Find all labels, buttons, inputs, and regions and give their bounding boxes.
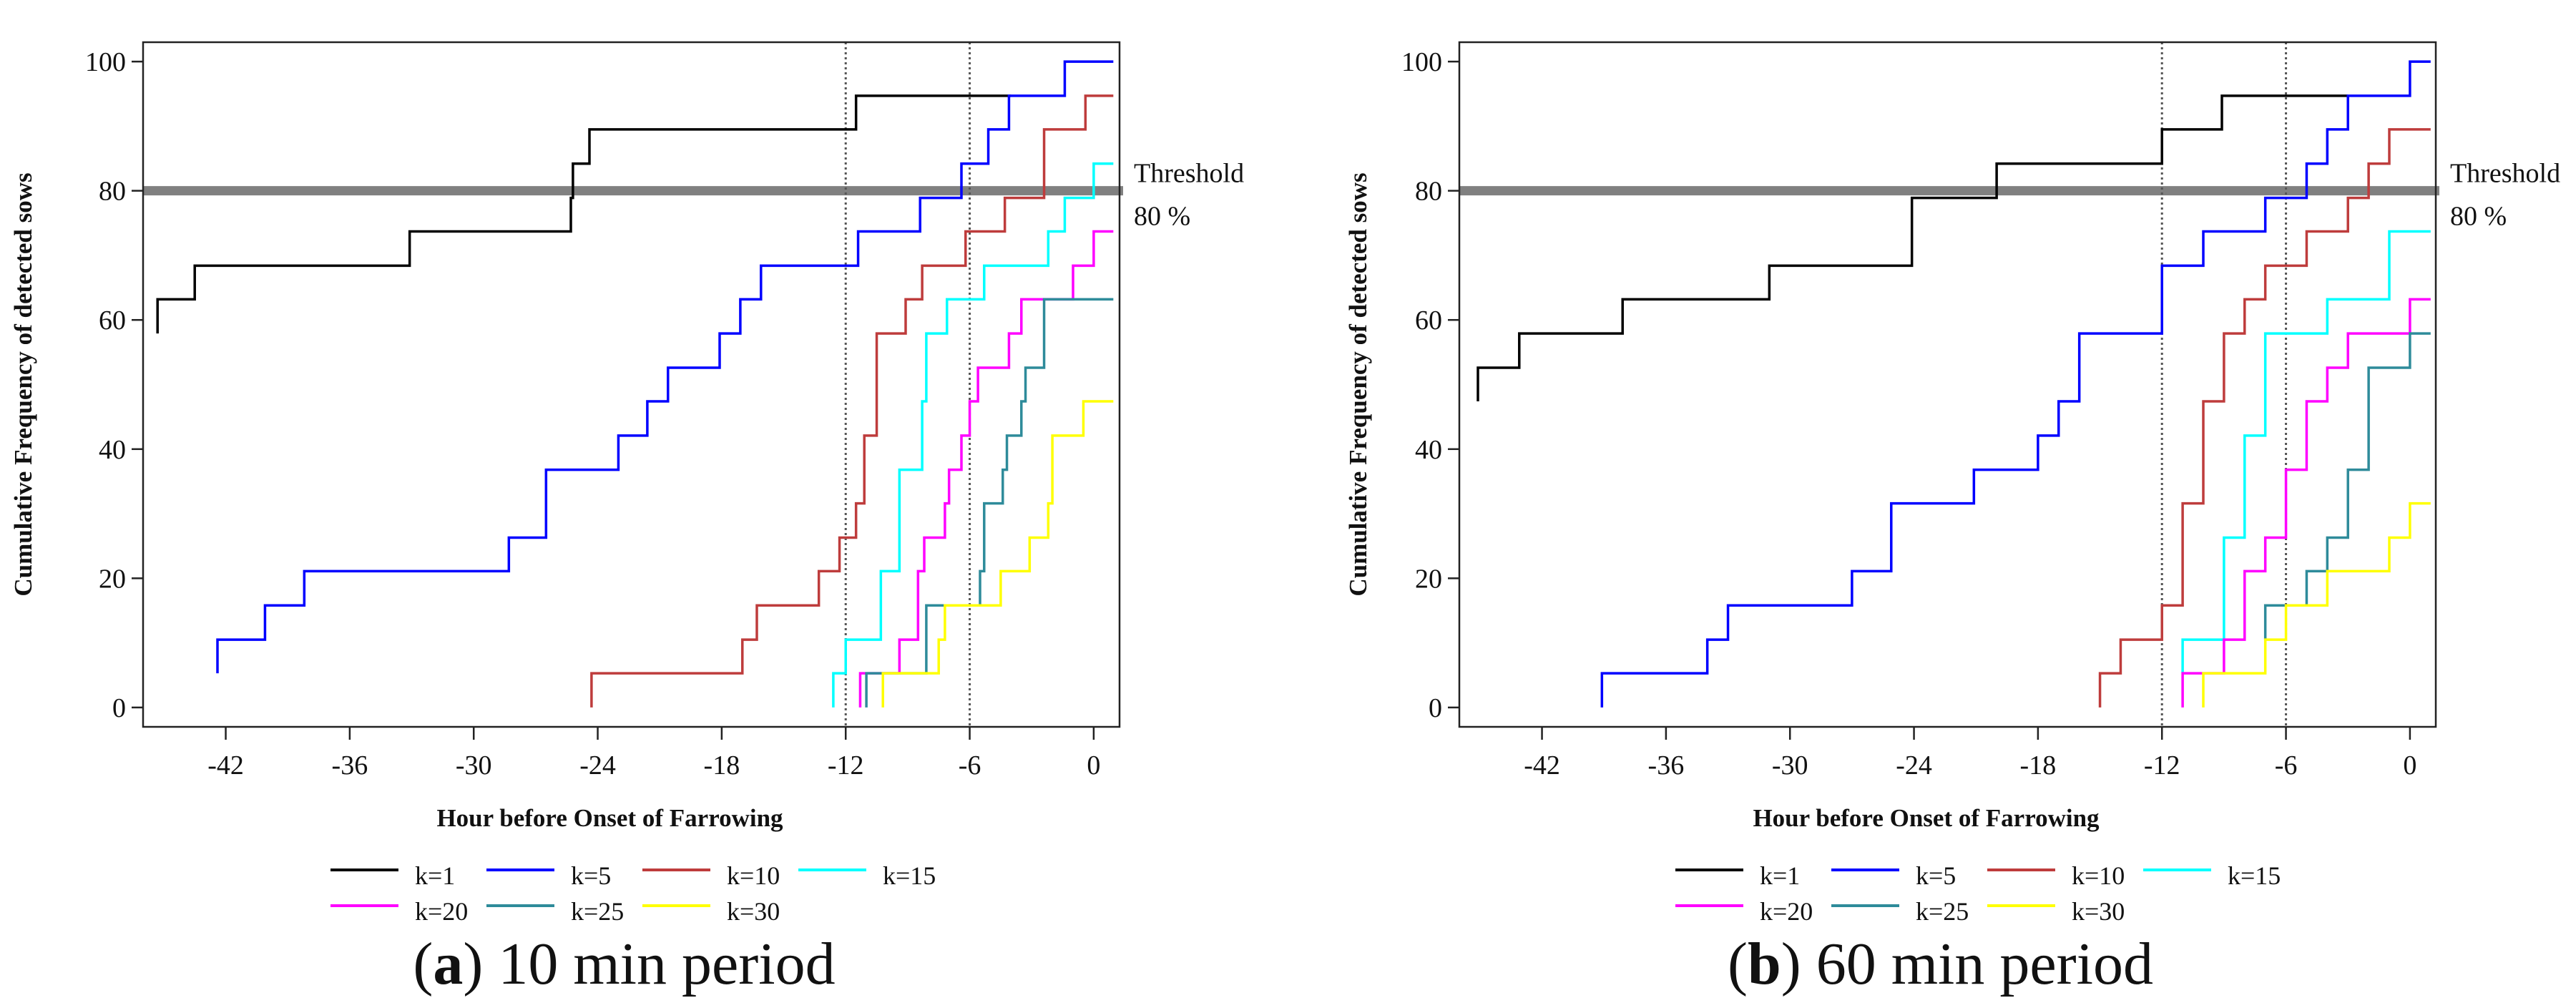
series-line-k20 bbox=[858, 230, 1114, 708]
panel-caption: (b) 60 min period bbox=[1728, 931, 2153, 997]
caption-paren-close: ) bbox=[1781, 931, 1801, 997]
threshold-label: Threshold bbox=[2450, 159, 2560, 189]
y-tick-label: 80 bbox=[99, 177, 126, 207]
legend-label: k=20 bbox=[415, 897, 468, 926]
x-tick-label: -12 bbox=[2144, 750, 2180, 781]
y-tick-label: 20 bbox=[99, 564, 126, 594]
series-line-k15 bbox=[832, 162, 1114, 708]
caption-text: 10 min period bbox=[483, 931, 835, 997]
x-tick-label: -42 bbox=[1524, 750, 1560, 781]
x-axis-title: Hour before Onset of Farrowing bbox=[1753, 804, 2100, 832]
y-tick-label: 60 bbox=[99, 305, 126, 336]
caption-paren-open: ( bbox=[1728, 931, 1748, 997]
caption-letter: b bbox=[1748, 931, 1781, 997]
x-tick-label: -36 bbox=[1648, 750, 1685, 781]
x-tick-label: -42 bbox=[207, 750, 244, 781]
x-tick-label: 0 bbox=[2403, 750, 2416, 781]
y-axis-title: Cumulative Frequency of detected sows bbox=[9, 172, 37, 596]
y-tick-label: 0 bbox=[1429, 693, 1442, 723]
series-line-k1 bbox=[156, 94, 1012, 334]
series-line-k20 bbox=[2181, 298, 2431, 708]
x-axis-title: Hour before Onset of Farrowing bbox=[436, 804, 783, 832]
series-line-k25 bbox=[865, 298, 1114, 708]
series-line-k10 bbox=[2098, 128, 2431, 708]
plot-frame bbox=[142, 41, 1121, 728]
y-tick-label: 40 bbox=[99, 435, 126, 465]
x-tick-label: -30 bbox=[1772, 750, 1808, 781]
x-tick-label: -6 bbox=[2275, 750, 2298, 781]
x-tick-label: -24 bbox=[579, 750, 616, 781]
series-line-k30 bbox=[881, 400, 1114, 708]
y-tick-label: 20 bbox=[1415, 564, 1442, 594]
x-tick-label: -24 bbox=[1896, 750, 1932, 781]
legend-label: k=15 bbox=[2228, 861, 2281, 890]
series-line-k5 bbox=[216, 60, 1114, 674]
legend-label: k=25 bbox=[1916, 897, 1969, 926]
series-line-k25 bbox=[2263, 332, 2431, 640]
x-tick-label: -30 bbox=[456, 750, 492, 781]
legend-label: k=15 bbox=[883, 861, 936, 890]
caption-paren-open: ( bbox=[413, 931, 433, 997]
series-line-k1 bbox=[1476, 94, 2349, 401]
legend-label: k=25 bbox=[571, 897, 624, 926]
y-tick-label: 40 bbox=[1415, 435, 1442, 465]
y-tick-label: 60 bbox=[1415, 305, 1442, 336]
chart-panel-b: Threshold 80 % 0 20 40 60 80 100 -42 -36 -30 -24 -18… bbox=[1344, 41, 2560, 997]
legend-label: k=20 bbox=[1760, 897, 1813, 926]
x-tick-label: -6 bbox=[959, 750, 981, 781]
legend-label: k=10 bbox=[727, 861, 780, 890]
threshold-label: Threshold bbox=[1134, 159, 1244, 189]
legend-label: k=5 bbox=[571, 861, 611, 890]
y-tick-label: 80 bbox=[1415, 177, 1442, 207]
chart-panel-a: Threshold 80 % 0 20 40 60 80 100 -42 -36 -30 -24 -18… bbox=[9, 41, 1244, 997]
x-tick-label: -18 bbox=[704, 750, 740, 781]
series-line-k5 bbox=[1600, 60, 2431, 708]
legend-label: k=30 bbox=[2072, 897, 2125, 926]
legend-label: k=1 bbox=[1760, 861, 1800, 890]
caption-letter: a bbox=[433, 931, 463, 997]
series-line-k10 bbox=[590, 94, 1114, 708]
panel-caption: (a) 10 min period bbox=[413, 931, 835, 997]
plot-frame bbox=[1458, 41, 2437, 728]
series-line-k30 bbox=[2202, 501, 2431, 708]
x-tick-label: 0 bbox=[1087, 750, 1100, 781]
x-tick-label: -36 bbox=[332, 750, 368, 781]
legend-label: k=5 bbox=[1916, 861, 1956, 890]
y-tick-label: 0 bbox=[112, 693, 126, 723]
x-tick-label: -18 bbox=[2020, 750, 2057, 781]
y-axis-title: Cumulative Frequency of detected sows bbox=[1344, 172, 1372, 596]
x-tick-label: -12 bbox=[828, 750, 864, 781]
caption-text: 60 min period bbox=[1801, 931, 2153, 997]
threshold-value-label: 80 % bbox=[2450, 202, 2507, 232]
y-tick-label: 100 bbox=[1401, 47, 1442, 77]
legend-label: k=1 bbox=[415, 861, 455, 890]
threshold-value-label: 80 % bbox=[1134, 202, 1190, 232]
legend-label: k=10 bbox=[2072, 861, 2125, 890]
legend-label: k=30 bbox=[727, 897, 780, 926]
y-tick-label: 100 bbox=[85, 47, 126, 77]
caption-paren-close: ) bbox=[463, 931, 483, 997]
